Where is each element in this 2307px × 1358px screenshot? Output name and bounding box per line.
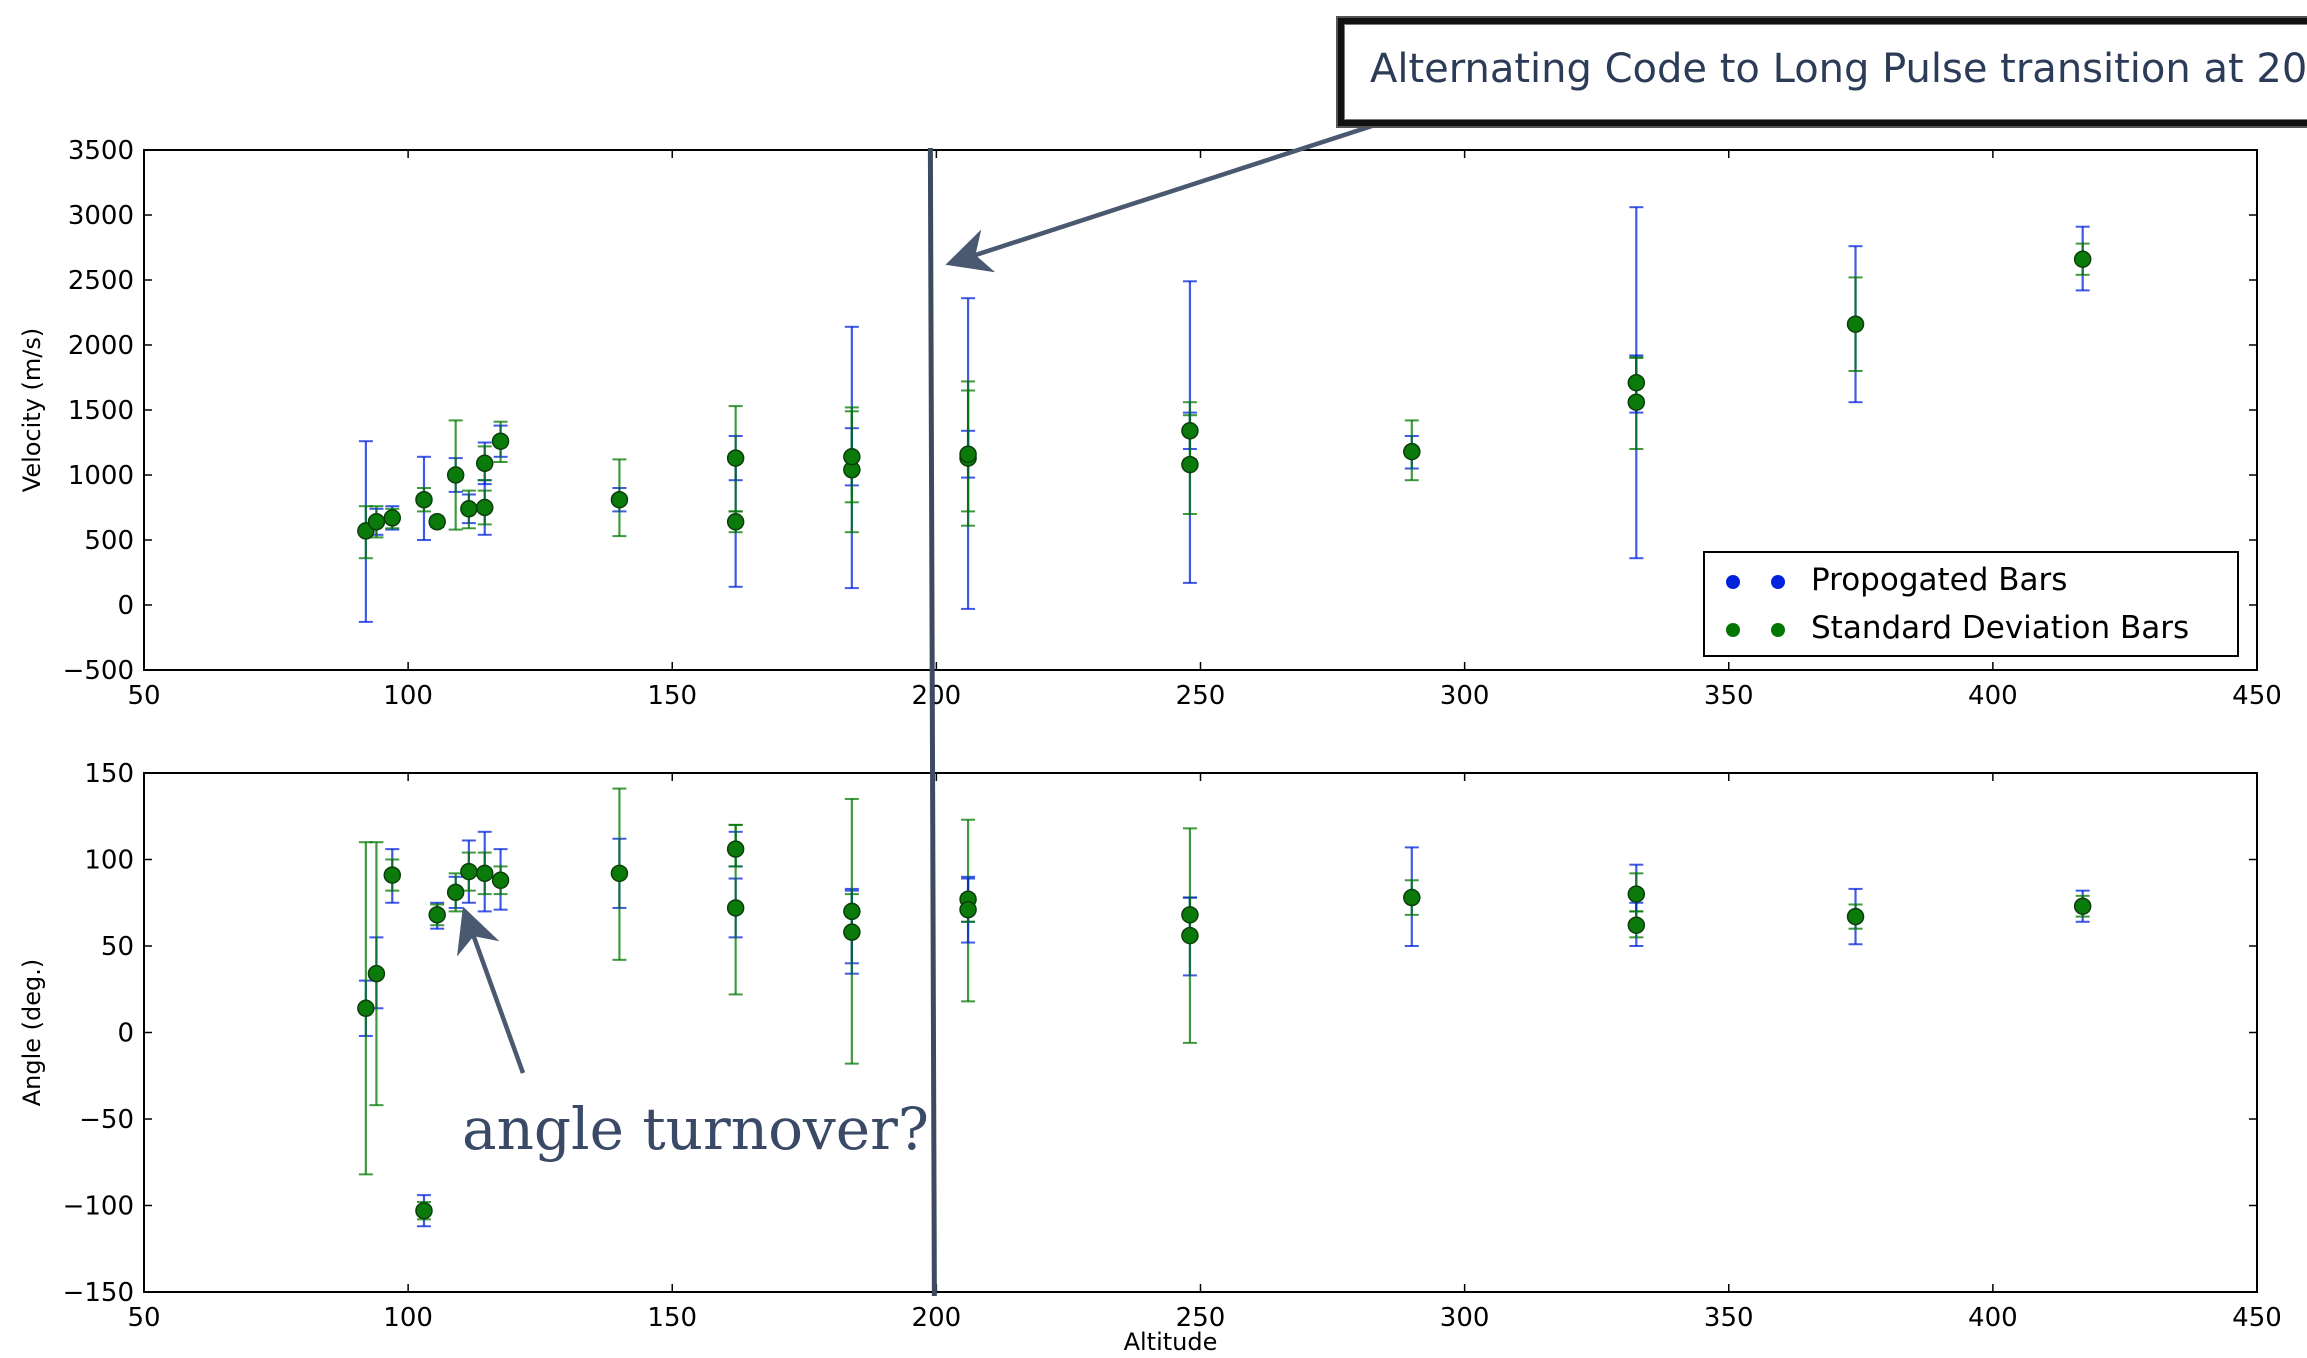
panel-top: 50 100 150 200 250 300 350 400 450 −500 0 500 1000 15… xyxy=(18,136,2282,711)
data-point xyxy=(1627,393,1646,411)
callout-text: Alternating Code to Long Pulse transitio… xyxy=(1370,46,2307,92)
data-point xyxy=(843,923,861,941)
data-point xyxy=(1181,926,1199,945)
x-tick-label: 400 xyxy=(1968,1303,2018,1333)
x-tick-label: 450 xyxy=(2232,681,2282,711)
data-point xyxy=(415,490,433,509)
y-tick-label: 500 xyxy=(84,526,134,556)
y-tick-label: −100 xyxy=(63,1192,134,1222)
y-tick-label: 1000 xyxy=(68,461,134,491)
x-tick-label: 350 xyxy=(1704,1303,1754,1333)
data-point xyxy=(2073,897,2092,915)
x-tick-label: 300 xyxy=(1440,1303,1490,1333)
y-axis-label: Angle (deg.) xyxy=(18,959,46,1107)
data-point xyxy=(367,513,386,531)
y-tick-label: 1500 xyxy=(68,396,134,426)
data-point xyxy=(415,1201,433,1220)
data-point xyxy=(491,871,510,890)
y-tick-label: 3500 xyxy=(68,136,134,166)
data-point xyxy=(1627,373,1646,392)
data-point xyxy=(1403,888,1421,907)
x-tick-label: 300 xyxy=(1440,681,1490,711)
data-point xyxy=(1627,885,1646,903)
x-tick-label: 50 xyxy=(127,681,160,711)
x-tick-label: 150 xyxy=(647,1303,697,1333)
y-tick-label: 50 xyxy=(101,932,134,962)
annotation-text: angle turnover? xyxy=(462,1095,929,1163)
y-tick-label: −500 xyxy=(63,656,134,686)
data-point xyxy=(959,900,977,919)
data-point xyxy=(428,513,446,531)
x-tick-label: 50 xyxy=(127,1303,160,1333)
data-point xyxy=(843,902,861,921)
data-point xyxy=(1846,907,1865,926)
data-point xyxy=(383,866,402,884)
data-point xyxy=(491,432,510,450)
x-axis-label: Altitude xyxy=(1124,1328,1218,1356)
data-point xyxy=(1181,906,1199,924)
y-tick-label: 2000 xyxy=(68,331,134,361)
data-point xyxy=(726,840,745,858)
data-point xyxy=(726,449,745,467)
data-point xyxy=(1181,422,1199,440)
data-point xyxy=(428,906,446,924)
x-tick-label: 150 xyxy=(647,681,697,711)
data-point xyxy=(726,513,745,531)
legend-item-std: Standard Deviation Bars xyxy=(1705,606,2237,654)
data-point xyxy=(475,498,494,517)
x-tick-label: 200 xyxy=(912,1303,962,1333)
annotation-arrow xyxy=(457,906,526,1074)
x-tick-label: 200 xyxy=(912,681,962,711)
y-tick-label: 150 xyxy=(84,759,134,789)
data-point xyxy=(1846,315,1865,333)
data-point xyxy=(460,862,478,881)
legend-item-propagated: Propogated Bars xyxy=(1705,558,2237,606)
y-tick-label: 3000 xyxy=(68,201,134,231)
x-tick-label: 100 xyxy=(383,1303,433,1333)
data-point xyxy=(357,999,375,1018)
data-point xyxy=(1403,442,1421,461)
data-point xyxy=(1627,916,1646,934)
data-point xyxy=(460,500,478,518)
y-tick-label: −50 xyxy=(79,1105,134,1135)
data-point xyxy=(367,964,386,983)
callout-box: Alternating Code to Long Pulse transitio… xyxy=(1338,18,2307,126)
data-point xyxy=(1181,455,1199,474)
callout-arrow xyxy=(945,122,1376,273)
x-tick-label: 250 xyxy=(1176,681,1226,711)
data-point xyxy=(843,448,861,466)
x-tick-label: 250 xyxy=(1176,1303,1226,1333)
legend-marker xyxy=(1771,623,1785,637)
y-tick-label: 0 xyxy=(117,591,134,621)
x-tick-label: 350 xyxy=(1704,681,1754,711)
data-point xyxy=(383,509,402,527)
transition-line xyxy=(927,147,937,1297)
data-point xyxy=(475,454,494,473)
data-point xyxy=(610,864,629,883)
x-tick-label: 400 xyxy=(1968,681,2018,711)
y-tick-label: 100 xyxy=(84,846,134,876)
plot-frame xyxy=(143,772,2258,1293)
data-point xyxy=(2073,250,2092,268)
legend-label: Standard Deviation Bars xyxy=(1811,610,2190,646)
legend-marker xyxy=(1726,575,1740,589)
y-tick-label: 2500 xyxy=(68,266,134,296)
legend-marker xyxy=(1771,575,1785,589)
legend-label: Propogated Bars xyxy=(1811,562,2068,598)
x-tick-label: 100 xyxy=(383,681,433,711)
y-axis-label: Velocity (m/s) xyxy=(18,328,46,492)
panel-bottom: 50 100 150 200 250 300 350 400 450 −150 −100 −50 0 50… xyxy=(18,759,2282,1356)
y-tick-label: 0 xyxy=(117,1019,134,1049)
data-point xyxy=(446,883,465,902)
data-point xyxy=(726,899,745,917)
legend-marker xyxy=(1726,623,1740,637)
data-point xyxy=(446,466,465,484)
data-point xyxy=(959,445,977,463)
legend: Propogated Bars Standard Deviation Bars xyxy=(1703,551,2239,657)
y-tick-label: −150 xyxy=(63,1278,134,1308)
data-point xyxy=(610,490,629,509)
x-tick-label: 450 xyxy=(2232,1303,2282,1333)
data-point xyxy=(475,864,494,883)
